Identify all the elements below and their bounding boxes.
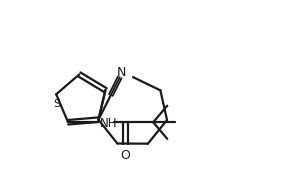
Text: O: O [120,149,131,162]
Text: N: N [117,66,126,79]
Text: S: S [54,99,61,109]
Text: NH: NH [100,117,117,130]
